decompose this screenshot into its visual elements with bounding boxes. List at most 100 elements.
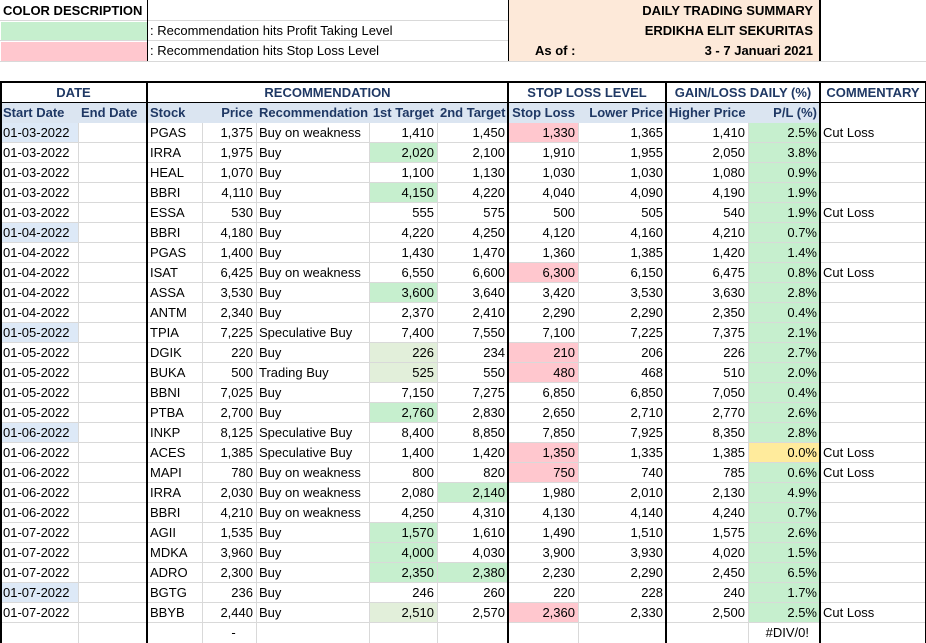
cell-higher-price: 1,420 <box>712 245 745 260</box>
cell-target1: 8,400 <box>401 425 434 440</box>
cell-end-date <box>78 323 147 343</box>
cell-higher-price: 2,500 <box>712 605 745 620</box>
cell-stock: MDKA <box>150 545 188 560</box>
cell-commentary <box>820 363 926 383</box>
gridline-h <box>0 362 926 363</box>
cell-target1: 4,000 <box>369 543 437 563</box>
cell-higher-price: 4,210 <box>712 225 745 240</box>
cell-price: 6,425 <box>220 265 253 280</box>
cell-stop-loss: 220 <box>553 585 575 600</box>
cell-price: 1,375 <box>220 125 253 140</box>
gridline-h <box>0 442 926 443</box>
cell-price: 3,960 <box>220 545 253 560</box>
cell-start-date: 01-07-2022 <box>3 525 70 540</box>
col-start-date: Start Date <box>0 103 78 123</box>
cell-recommendation: Buy <box>259 525 282 540</box>
cell-stock: BBRI <box>150 225 181 240</box>
cell-recommendation: Buy <box>259 405 282 420</box>
cell-target2: 820 <box>483 465 505 480</box>
cell-pl: 4.9% <box>748 483 820 503</box>
cell-recommendation: Buy <box>259 145 282 160</box>
cell-stop-loss: 7,100 <box>542 325 575 340</box>
cell-stop-loss: 1,030 <box>542 165 575 180</box>
cell-price: 7,025 <box>220 385 253 400</box>
cell-recommendation: Buy on weakness <box>259 505 361 520</box>
cell-higher-price: 226 <box>723 345 745 360</box>
cell-stop-loss: 4,130 <box>542 505 575 520</box>
cell-recommendation: Buy on weakness <box>259 485 361 500</box>
cell-commentary <box>820 223 926 243</box>
gridline-v <box>578 123 579 643</box>
table-row: 01-06-2022 MAPI 780 Buy on weakness 800 820 75… <box>0 463 926 483</box>
border-v <box>0 83 2 643</box>
cell-start-date: 01-04-2022 <box>0 223 78 243</box>
cell-commentary <box>820 503 926 523</box>
cell-stop-loss: 210 <box>508 343 578 363</box>
gridline-v <box>369 123 370 643</box>
cell-stock: INKP <box>150 425 181 440</box>
gridline-h <box>0 302 926 303</box>
table-row: 01-05-2022 PTBA 2,700 Buy 2,760 2,830 2,650 2,7… <box>0 403 926 423</box>
cell-target1: 800 <box>412 465 434 480</box>
cell-price: 2,300 <box>220 565 253 580</box>
cell-recommendation: Buy <box>259 545 282 560</box>
cell-commentary <box>820 523 926 543</box>
cell-lower-price: 7,225 <box>630 325 663 340</box>
cell-pl: 2.6% <box>748 403 820 423</box>
gridline-h <box>0 502 926 503</box>
cell-pl: 1.9% <box>748 203 820 223</box>
cell-pl: 0.6% <box>748 463 820 483</box>
cell-start-date: 01-05-2022 <box>3 405 70 420</box>
cell-commentary <box>820 383 926 403</box>
cell-end-date <box>78 563 147 583</box>
cell-end-date <box>78 203 147 223</box>
cell-start-date: 01-07-2022 <box>3 565 70 580</box>
table-row: 01-06-2022 BBRI 4,210 Buy on weakness 4,250 4… <box>0 503 926 523</box>
gridline-h <box>0 422 926 423</box>
cell-target2: 550 <box>483 365 505 380</box>
legend-stop-text: : Recommendation hits Stop Loss Level <box>150 43 380 58</box>
col-higher-price: Higher Price <box>666 103 748 123</box>
cell-target1: 1,410 <box>401 125 434 140</box>
cell-target1: 3,600 <box>369 283 437 303</box>
cell-end-date <box>78 383 147 403</box>
cell-target1: 2,350 <box>369 563 437 583</box>
cell-recommendation: Buy <box>259 565 282 580</box>
cell-recommendation: Speculative Buy <box>259 325 353 340</box>
cell-recommendation: Buy on weakness <box>259 125 361 140</box>
table-row: 01-03-2022 ESSA 530 Buy 555 575 500 505 540 1.9% C… <box>0 203 926 223</box>
border-legend <box>147 0 148 61</box>
cell-lower-price: 6,150 <box>630 265 663 280</box>
cell-commentary: Cut Loss <box>823 605 875 620</box>
cell-lower-price: 4,140 <box>630 505 663 520</box>
cell-stop-loss: 2,360 <box>508 603 578 623</box>
table-row: 01-07-2022 BBYB 2,440 Buy 2,510 2,570 2,360 2,3… <box>0 603 926 623</box>
cell-lower-price: 4,090 <box>630 185 663 200</box>
cell-recommendation: Buy <box>259 225 282 240</box>
cell-lower-price: 4,160 <box>630 225 663 240</box>
cell-stop-loss: 1,980 <box>542 485 575 500</box>
cell-lower-price: 505 <box>641 205 663 220</box>
cell-commentary <box>820 423 926 443</box>
gridline-h <box>0 482 926 483</box>
cell-target1: 4,250 <box>401 505 434 520</box>
cell-stock: IRRA <box>150 485 182 500</box>
cell-price: 7,225 <box>220 325 253 340</box>
cell-recommendation: Buy <box>259 285 282 300</box>
cell-target2: 1,450 <box>472 125 505 140</box>
cell-recommendation: Buy <box>259 205 282 220</box>
cell-lower-price: 1,510 <box>630 525 663 540</box>
cell-recommendation: Buy <box>259 165 282 180</box>
group-header-commentary: COMMENTARY <box>820 83 926 103</box>
cell-end-date <box>78 583 147 603</box>
cell-stock: ISAT <box>150 265 178 280</box>
table-row: 01-05-2022 TPIA 7,225 Speculative Buy 7,400 7… <box>0 323 926 343</box>
gridline-h <box>0 522 926 523</box>
cell-price: 530 <box>231 205 253 220</box>
cell-lower-price: 3,530 <box>630 285 663 300</box>
cell-stock: ADRO <box>150 565 188 580</box>
cell-higher-price: 240 <box>723 585 745 600</box>
summary-title: DAILY TRADING SUMMARY <box>642 3 813 18</box>
summary-period: 3 - 7 Januari 2021 <box>704 43 813 58</box>
cell-recommendation: Buy <box>259 245 282 260</box>
